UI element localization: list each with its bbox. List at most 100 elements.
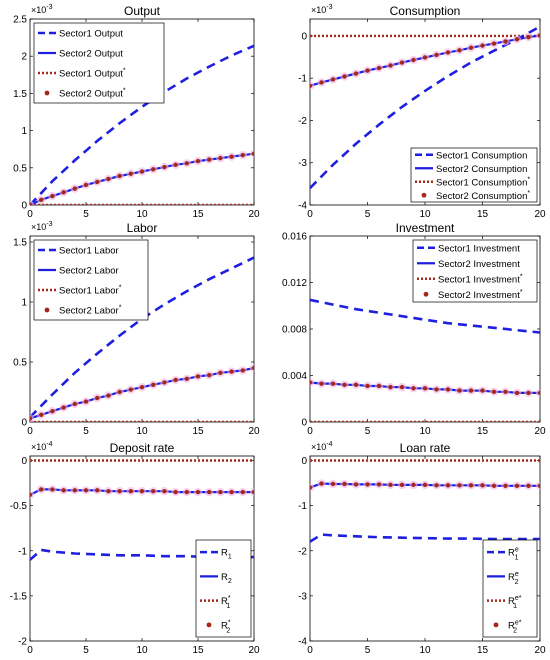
series-marker — [388, 482, 393, 488]
series-marker — [310, 485, 313, 490]
series-marker — [173, 489, 178, 495]
axis-scale-label: ×10-4 — [31, 441, 53, 452]
legend-entry-label: Sector2 Consumption* — [436, 190, 530, 202]
panel-title: Loan rate — [400, 441, 451, 455]
y-tick-label: -2 — [18, 637, 27, 648]
series-marker — [480, 388, 485, 393]
series-marker — [173, 162, 178, 168]
series-marker — [399, 482, 405, 488]
legend-entry-label: Sector1 Consumption* — [436, 176, 530, 188]
legend-entry-label: Sector1 Investment* — [438, 273, 523, 285]
series-marker — [207, 489, 212, 495]
series-marker — [195, 374, 201, 379]
x-tick-label: 10 — [136, 645, 148, 656]
y-tick-label: -4 — [298, 637, 307, 648]
series-marker — [310, 83, 313, 88]
series-marker — [434, 52, 439, 58]
series-marker — [468, 45, 474, 50]
legend: Re 1Re 2Re* 1Re* 2 — [482, 539, 538, 638]
series-marker — [526, 390, 531, 396]
series-marker — [514, 37, 520, 42]
series-marker — [95, 488, 100, 493]
panel-title: Deposit rate — [110, 441, 175, 455]
axis-scale-label: ×10-4 — [311, 441, 333, 452]
series-line-dashed — [30, 44, 254, 205]
series-marker — [207, 373, 212, 378]
legend-entry-label: Sector1 Investment — [438, 243, 520, 254]
panel-2: Consumption ×10-3 -4 -3 -2 -1 0 0 5 10 15 20 Sector1… — [298, 4, 546, 220]
series-marker — [72, 401, 78, 407]
series-marker — [229, 154, 234, 159]
y-tick-label: 0 — [21, 201, 27, 212]
x-tick-label: 5 — [365, 209, 371, 220]
legend-entry-label: R* 1 — [221, 595, 231, 610]
legend-entry-label: Sector1 Consumption — [436, 150, 527, 161]
series-marker — [139, 169, 145, 174]
x-tick-label: 5 — [83, 645, 89, 656]
legend-entry-label: Sector1 Output — [59, 29, 123, 40]
legend-box — [410, 147, 538, 203]
legend-entry-label: R2 — [221, 572, 232, 585]
series-marker — [365, 68, 370, 73]
legend-box — [33, 22, 165, 104]
y-tick-label: 0.012 — [282, 278, 307, 289]
x-tick-label: 20 — [248, 209, 260, 220]
series-marker — [61, 190, 66, 195]
series-marker — [240, 489, 245, 495]
y-tick-label: -2 — [298, 546, 307, 557]
series-marker — [39, 487, 44, 492]
series-marker — [353, 482, 359, 487]
series-marker — [365, 482, 370, 487]
series-marker — [139, 385, 145, 390]
series-marker — [445, 50, 451, 55]
y-tick-label: -1 — [298, 501, 307, 512]
series-marker — [330, 77, 336, 82]
legend-entry-label: Sector2 Labor — [59, 266, 119, 277]
x-tick-label: 20 — [534, 209, 546, 220]
series-group — [310, 298, 540, 422]
series-marker — [319, 481, 324, 486]
series-marker — [411, 482, 416, 488]
series-marker — [514, 390, 520, 396]
series-marker — [330, 481, 336, 487]
legend-box — [195, 539, 252, 638]
y-tick-label: 0.008 — [282, 325, 307, 336]
series-marker — [229, 369, 234, 374]
y-tick-label: 0.004 — [282, 371, 307, 382]
series-marker — [117, 173, 122, 179]
series-marker — [251, 365, 254, 371]
series-marker — [106, 176, 111, 182]
axis-scale-label: ×10-3 — [31, 4, 53, 15]
series-marker — [537, 390, 540, 396]
series-marker — [422, 386, 428, 391]
x-tick-label: 20 — [534, 426, 546, 437]
legend-swatch-marker — [421, 192, 427, 198]
series-marker — [353, 382, 359, 387]
series-marker — [537, 33, 540, 38]
series-marker — [491, 483, 497, 488]
x-tick-label: 15 — [192, 209, 204, 220]
y-tick-label: 1.5 — [13, 89, 27, 100]
series-marker — [184, 489, 189, 495]
series-marker — [83, 488, 89, 493]
series-marker — [491, 389, 497, 394]
x-tick-label: 10 — [419, 645, 431, 656]
x-tick-label: 20 — [248, 645, 260, 656]
series-marker — [72, 186, 78, 191]
legend-entry-label: R* 2 — [221, 619, 231, 634]
y-tick-label: 0 — [21, 456, 27, 467]
series-marker — [376, 65, 382, 71]
series-marker — [411, 386, 416, 391]
series-line-dashed — [30, 256, 254, 419]
series-marker — [207, 157, 212, 162]
legend-entry-label: Re 1 — [508, 547, 519, 562]
series-marker — [50, 487, 55, 492]
series-marker — [184, 161, 189, 166]
legend-entry-label: Sector2 Labor* — [59, 305, 122, 317]
series-marker — [399, 60, 405, 65]
legend: Sector1 Labor Sector2 Labor Sector1 Labor*… — [33, 239, 149, 321]
y-tick-label: 1 — [21, 126, 27, 137]
